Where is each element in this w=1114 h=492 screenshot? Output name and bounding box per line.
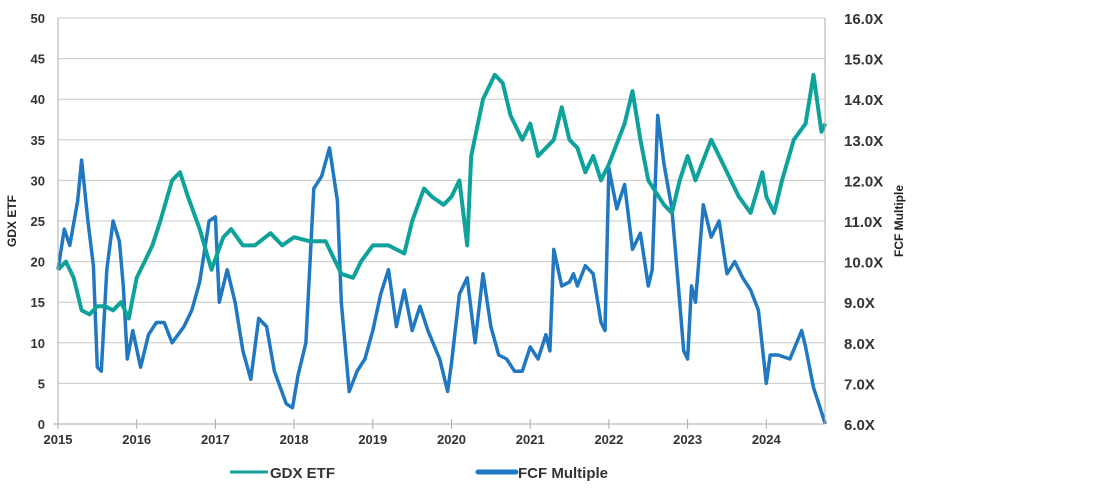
y2-tick-label: 11.0X <box>844 214 882 231</box>
y2-tick-label: 13.0X <box>844 133 883 150</box>
y-tick-label: 20 <box>31 255 45 270</box>
y-tick-label: 45 <box>31 52 45 67</box>
y2-tick-label: 15.0X <box>844 52 883 69</box>
y-tick-label: 25 <box>31 214 45 229</box>
legend-label-gdx: GDX ETF <box>270 465 335 482</box>
y-tick-label: 15 <box>31 295 45 310</box>
x-tick-label: 2017 <box>201 432 230 447</box>
y2-tick-label: 9.0X <box>844 295 875 312</box>
y-tick-label: 10 <box>31 336 45 351</box>
y-tick-label: 40 <box>31 92 45 107</box>
series-line-fcf-multiple <box>56 113 827 425</box>
x-tick-label: 2015 <box>44 432 73 447</box>
x-tick-label: 2021 <box>516 432 545 447</box>
x-tick-label: 2022 <box>594 432 623 447</box>
legend: GDX ETF FCF Multiple <box>230 465 608 482</box>
y2-tick-label: 8.0X <box>844 336 875 353</box>
y-tick-label: 50 <box>31 11 45 26</box>
y-tick-label: 0 <box>38 417 45 432</box>
legend-label-fcf: FCF Multiple <box>518 465 608 482</box>
x-tick-label: 2016 <box>122 432 151 447</box>
y-tick-label: 35 <box>31 133 45 148</box>
x-tick-label: 2023 <box>673 432 702 447</box>
x-tick-label: 2024 <box>752 432 782 447</box>
y2-tick-label: 7.0X <box>844 376 875 393</box>
x-tick-label: 2020 <box>437 432 466 447</box>
y2-tick-label: 6.0X <box>844 417 875 434</box>
y2-tick-label: 16.0X <box>844 11 883 28</box>
series-line-gdx-etf <box>56 72 828 321</box>
y-tick-label: 30 <box>31 173 45 188</box>
x-tick-label: 2019 <box>358 432 387 447</box>
y2-tick-label: 10.0X <box>844 255 883 272</box>
y2-tick-label: 12.0X <box>844 173 883 190</box>
y-tick-label: 5 <box>38 376 45 391</box>
left-axis-label: GDX ETF <box>5 195 19 247</box>
x-tick-label: 2018 <box>280 432 309 447</box>
y2-tick-label: 14.0X <box>844 92 883 109</box>
right-axis-label: FCF Multiple <box>892 185 906 257</box>
